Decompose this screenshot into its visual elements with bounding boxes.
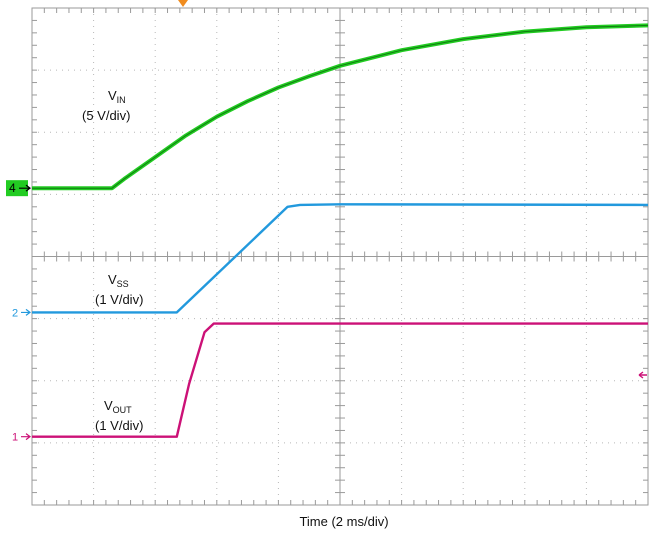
channel-number: 2 [12,307,18,319]
vout-label-main: V [104,398,113,413]
channel-arrow-icon [21,433,31,441]
channel-markers: 4 2 1 [6,180,31,444]
vin-trace-core [32,24,649,189]
channel-number: 4 [9,181,16,195]
vin-scale-label: (5 V/div) [82,108,130,123]
trigger-position-icon [178,0,188,7]
channel-arrow-icon [21,308,31,316]
vss-scale-label: (1 V/div) [95,292,143,307]
channel-4-badge [6,180,28,197]
channel-arrow-icon [19,184,31,192]
graticule-border [31,7,649,506]
vss-trace-group [32,203,649,314]
channel-number: 1 [12,432,18,444]
channel-1-marker: 1 [12,432,31,444]
vout-label: VOUT (1 V/div) [95,398,143,433]
vout-scale-label: (1 V/div) [95,418,143,433]
traces [32,23,649,438]
channel-4-marker: 4 [6,180,31,197]
grid [31,7,649,506]
vss-label: VSS (1 V/div) [95,272,143,307]
channel-2-marker: 2 [12,307,31,319]
vout-label-sub: OUT [113,405,133,415]
vss-label-main: V [108,272,117,287]
svg-text:VOUT: VOUT [104,398,132,415]
vss-label-sub: SS [117,279,129,289]
vin-label-sub: IN [117,95,126,105]
trigger-level-arrow-icon [638,371,647,379]
svg-text:VIN: VIN [108,88,126,105]
vout-trace-group [32,322,648,438]
vin-label-main: V [108,88,117,103]
vss-trace [32,203,649,314]
vout-trace [32,322,648,438]
x-axis-label: Time (2 ms/div) [299,514,388,529]
vin-label: VIN (5 V/div) [82,88,130,123]
svg-text:VSS: VSS [108,272,129,289]
vin-trace-group [32,23,649,191]
